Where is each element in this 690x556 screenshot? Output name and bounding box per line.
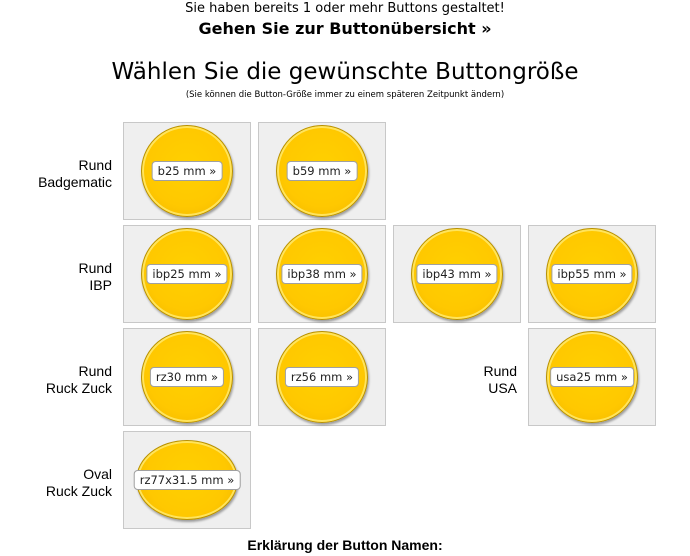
size-cell-ibp25[interactable]: ibp25 mm » — [123, 225, 251, 323]
row-label-line1: Rund — [78, 363, 112, 379]
size-option-rz77x31[interactable]: rz77x31.5 mm » — [133, 470, 241, 490]
row-label-line2: USA — [488, 380, 517, 396]
row-label-line2: Ruck Zuck — [45, 380, 112, 396]
notice-text: Sie haben bereits 1 oder mehr Buttons ge… — [185, 1, 505, 16]
size-option-ibp55[interactable]: ibp55 mm » — [551, 264, 633, 284]
row-label-line2: IBP — [89, 277, 112, 293]
page-subtitle: (Sie können die Button-Größe immer zu ei… — [185, 90, 505, 100]
size-cell-b25[interactable]: b25 mm » — [123, 122, 251, 220]
row-label-line1: Rund — [483, 363, 517, 379]
size-cell-usa25[interactable]: usa25 mm » — [528, 328, 656, 426]
row-label-line1: Rund — [78, 157, 112, 173]
button-overview-link[interactable]: Gehen Sie zur Buttonübersicht » — [198, 19, 492, 38]
row-label-badgematic: Rund Badgematic — [0, 157, 112, 191]
size-option-b59[interactable]: b59 mm » — [286, 161, 358, 181]
row-label-line2: Ruck Zuck — [45, 483, 112, 499]
size-option-usa25[interactable]: usa25 mm » — [550, 367, 634, 387]
row-label-ibp: Rund IBP — [0, 260, 112, 294]
row-label-ruck-zuck: Rund Ruck Zuck — [0, 363, 112, 397]
size-cell-b59[interactable]: b59 mm » — [258, 122, 386, 220]
size-option-rz30[interactable]: rz30 mm » — [149, 367, 225, 387]
size-cell-rz30[interactable]: rz30 mm » — [123, 328, 251, 426]
size-option-ibp38[interactable]: ibp38 mm » — [281, 264, 363, 284]
row-label-line2: Badgematic — [38, 174, 112, 190]
naming-explanation-heading: Erklärung der Button Namen: — [247, 537, 443, 553]
size-option-ibp43[interactable]: ibp43 mm » — [416, 264, 498, 284]
page-title: Wählen Sie die gewünschte Buttongröße — [111, 59, 579, 85]
row-label-line1: Oval — [83, 466, 112, 482]
size-cell-rz77x31[interactable]: rz77x31.5 mm » — [123, 431, 251, 529]
size-option-b25[interactable]: b25 mm » — [151, 161, 223, 181]
size-cell-ibp55[interactable]: ibp55 mm » — [528, 225, 656, 323]
row-label-line1: Rund — [78, 260, 112, 276]
size-cell-rz56[interactable]: rz56 mm » — [258, 328, 386, 426]
row-label-usa: Rund USA — [457, 363, 517, 397]
size-cell-ibp43[interactable]: ibp43 mm » — [393, 225, 521, 323]
size-option-rz56[interactable]: rz56 mm » — [284, 367, 360, 387]
size-cell-ibp38[interactable]: ibp38 mm » — [258, 225, 386, 323]
row-label-oval-ruck-zuck: Oval Ruck Zuck — [0, 466, 112, 500]
size-option-ibp25[interactable]: ibp25 mm » — [146, 264, 228, 284]
